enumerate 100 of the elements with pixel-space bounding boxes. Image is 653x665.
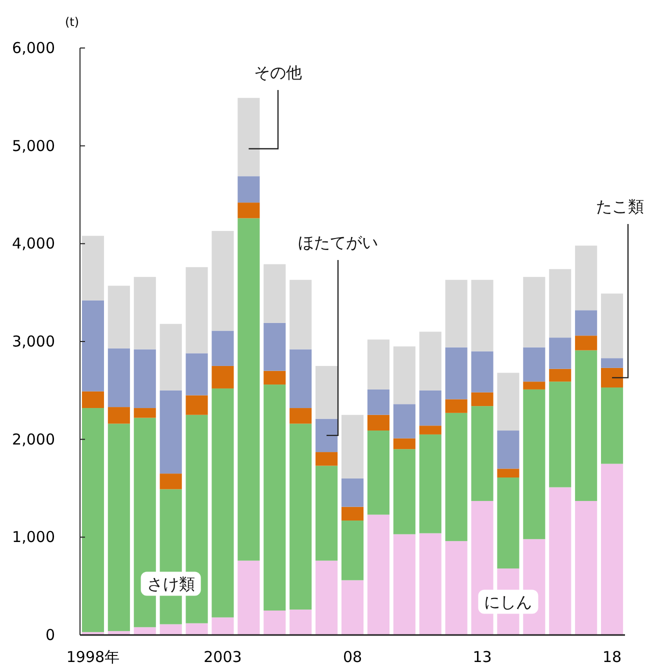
bar: [393, 346, 416, 404]
bar: [108, 407, 130, 424]
bar: [419, 332, 442, 390]
bar: [290, 424, 312, 610]
bar: [575, 310, 598, 336]
bar: [264, 610, 286, 635]
bar: [290, 610, 312, 635]
bar: [264, 264, 286, 323]
bar: [393, 534, 416, 635]
bar: [316, 366, 338, 419]
bar: [82, 300, 104, 392]
bar: [212, 330, 234, 366]
bar: [445, 412, 468, 542]
y-tick-label: 4,000: [12, 234, 55, 253]
y-tick-label: 2,000: [12, 430, 55, 448]
bar: [523, 347, 546, 382]
bar: [108, 348, 130, 408]
bar: [445, 399, 468, 413]
y-tick-label: 6,000: [12, 39, 55, 57]
bar: [600, 387, 624, 464]
bar: [186, 395, 208, 415]
bar: [290, 280, 312, 350]
x-tick-label: 1998年: [66, 648, 120, 665]
bar: [186, 623, 208, 635]
bar: [600, 294, 624, 358]
bar: [212, 617, 234, 635]
x-tick-label: 13: [472, 648, 492, 665]
bar: [341, 478, 364, 507]
bar: [471, 280, 494, 352]
series-label: にしん: [484, 592, 532, 612]
bar: [160, 624, 182, 635]
bar: [290, 349, 312, 408]
bar: [316, 560, 338, 635]
bar: [160, 390, 182, 474]
bar: [212, 230, 234, 331]
bar: [575, 350, 598, 501]
bar: [290, 408, 312, 424]
bar: [445, 541, 468, 635]
bar: [341, 414, 364, 478]
bar: [108, 286, 130, 348]
bar: [341, 520, 364, 580]
bar: [238, 560, 260, 635]
x-tick-label: 18: [602, 648, 622, 665]
y-tick-label: 1,000: [12, 528, 55, 546]
bar: [445, 347, 468, 400]
y-tick-label: 5,000: [12, 136, 55, 155]
x-tick-label: 08: [342, 648, 362, 665]
bar: [108, 424, 130, 632]
bar: [393, 404, 416, 438]
bar: [549, 368, 572, 382]
bar: [264, 322, 286, 371]
y-tick-label: 3,000: [12, 332, 55, 350]
bar: [186, 267, 208, 354]
bar: [238, 176, 260, 203]
bar: [445, 280, 468, 348]
bar: [600, 368, 624, 388]
bar: [497, 430, 520, 469]
bar: [367, 389, 390, 415]
bar: [393, 438, 416, 450]
bar: [82, 236, 104, 300]
bar: [471, 351, 494, 392]
bar: [497, 477, 520, 568]
bar: [471, 392, 494, 406]
bar: [341, 580, 364, 635]
bar: [497, 468, 520, 478]
bar: [316, 466, 338, 561]
bar: [341, 506, 364, 521]
bar: [367, 430, 390, 515]
bar: [186, 353, 208, 396]
bar: [497, 372, 520, 431]
bar: [523, 276, 546, 348]
text: たこ類: [596, 197, 644, 216]
bar: [575, 246, 598, 310]
bar: [523, 389, 546, 540]
bar: [419, 533, 442, 635]
bar: [160, 474, 182, 490]
bar: [264, 384, 286, 611]
bar: [238, 218, 260, 561]
bar: [419, 390, 442, 426]
bar: [600, 358, 624, 368]
bar: [393, 449, 416, 534]
bar: [212, 388, 234, 618]
bar: [419, 434, 442, 534]
text: ほたてがい: [298, 233, 378, 252]
bar: [264, 370, 286, 385]
bar: [549, 382, 572, 488]
bar: [134, 408, 156, 418]
bar: [419, 426, 442, 434]
bar: [575, 336, 598, 350]
series-label: さけ類: [146, 574, 195, 594]
bar: [471, 406, 494, 501]
bar: [212, 366, 234, 388]
bar: [549, 269, 572, 338]
bar: [134, 627, 156, 635]
bar: [134, 349, 156, 408]
bar: [600, 464, 624, 635]
bar: [82, 408, 104, 632]
y-axis-title: (t): [64, 15, 80, 29]
bar: [238, 98, 260, 176]
bar: [316, 452, 338, 466]
